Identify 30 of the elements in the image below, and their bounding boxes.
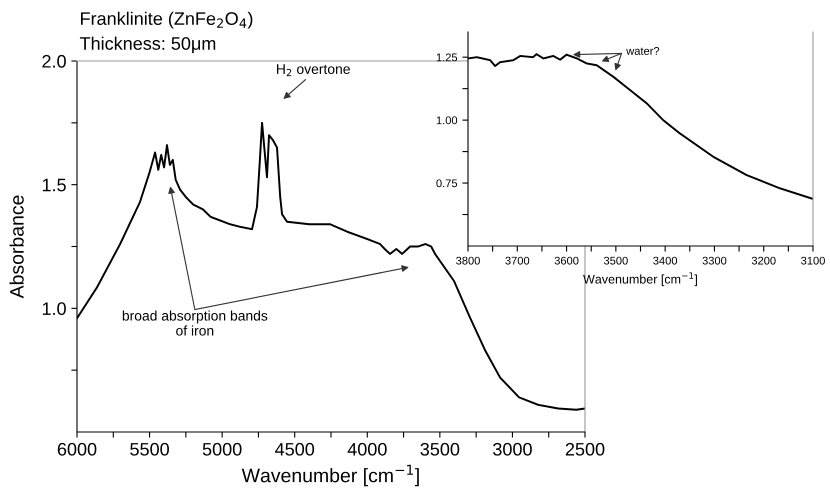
x-tick-label: 3200 — [752, 256, 776, 265]
y-tick-label: 1.00 — [436, 116, 458, 124]
x-tick-label: 3500 — [420, 442, 460, 456]
y-tick-label: 1.0 — [42, 302, 66, 316]
x-tick-label: 3500 — [604, 256, 628, 265]
chart-title: Franklinite (ZnFe$_{2}$O$_{4}$) — [81, 12, 252, 29]
annotation: water? — [626, 47, 660, 55]
y-tick-label: 2.0 — [42, 54, 66, 68]
annotation: H$_{2}$ overtone — [277, 64, 350, 76]
x-tick-label: 3400 — [653, 256, 678, 265]
x-tick-label: 5000 — [202, 442, 242, 456]
y-tick-label: 1.5 — [42, 178, 66, 192]
x-tick-label: 4000 — [348, 442, 387, 456]
chart-subtitle: Thickness: 50μm — [80, 36, 216, 54]
annotation: broad absorption bands of iron — [122, 310, 268, 336]
x-tick-label: 5500 — [130, 442, 169, 456]
x-tick-label: 3100 — [801, 256, 825, 265]
y-axis-title: Absorbance — [9, 195, 24, 298]
x-tick-label: 3300 — [702, 256, 726, 265]
x-axis-title: Wavenumber [cm$^{−1}$] — [242, 464, 419, 486]
x-tick-label: 3600 — [554, 256, 578, 265]
x-tick-label: 3000 — [493, 442, 532, 456]
y-tick-label: 1.25 — [436, 53, 458, 62]
y-tick-label: 0.75 — [436, 179, 458, 188]
x-axis-title: Wavenumber [cm$^{−1}$] — [583, 272, 697, 286]
x-tick-label: 3800 — [456, 256, 480, 265]
x-tick-label: 4500 — [275, 442, 314, 456]
x-tick-label: 6000 — [58, 442, 96, 456]
x-tick-label: 2500 — [566, 442, 604, 456]
x-tick-label: 3700 — [505, 256, 530, 265]
